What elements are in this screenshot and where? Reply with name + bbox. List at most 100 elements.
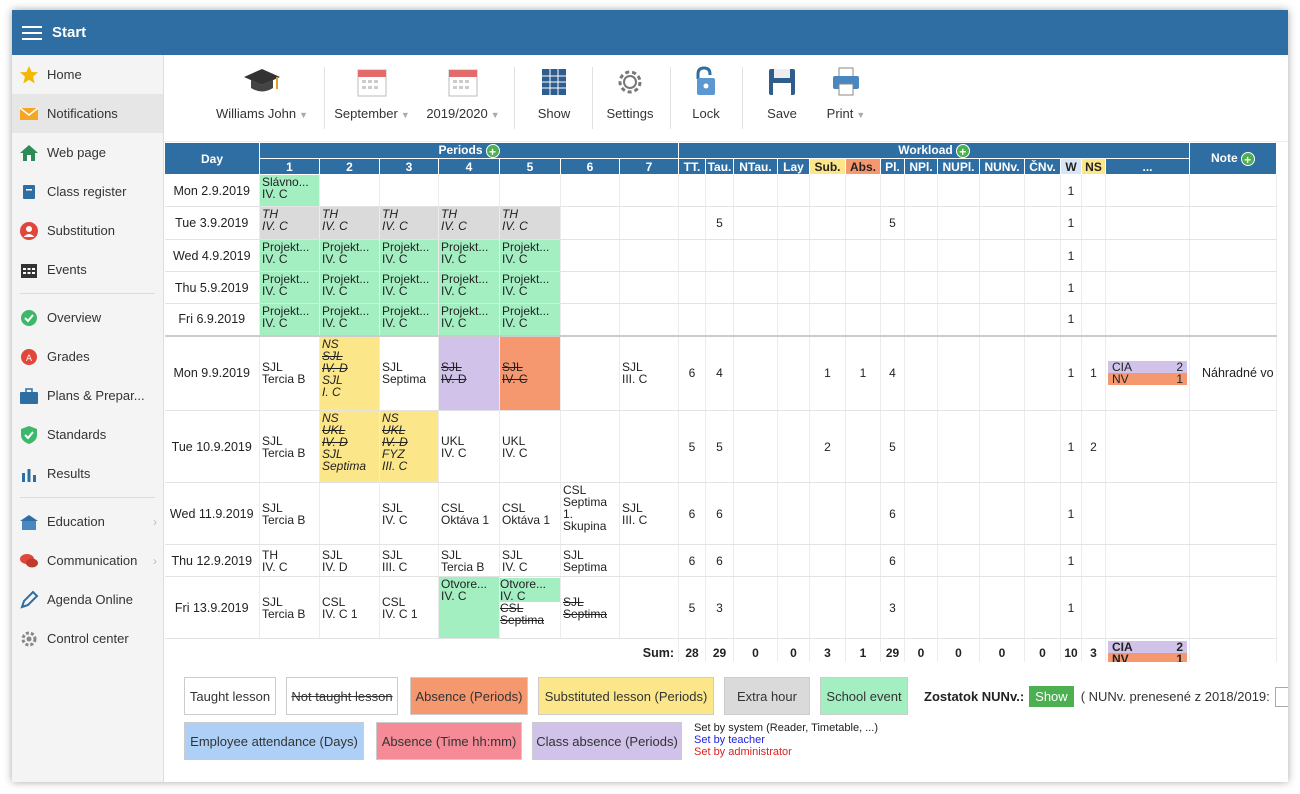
period-cell[interactable]: Projekt... IV. C [319, 271, 380, 304]
period-cell[interactable]: NS UKL IV. D SJL Septima [319, 410, 380, 483]
period-cell[interactable] [560, 271, 620, 304]
sidebar-item-standards[interactable]: Standards [12, 415, 163, 454]
period-cell[interactable]: SJL Septima [379, 335, 439, 411]
save-button[interactable]: Save [758, 65, 806, 121]
period-cell[interactable]: Projekt... IV. C [438, 239, 500, 272]
note-cell[interactable] [1189, 271, 1277, 304]
note-cell[interactable] [1189, 482, 1277, 545]
period-cell[interactable]: TH IV. C [379, 206, 439, 240]
sidebar-item-events[interactable]: Events [12, 250, 163, 289]
period-cell[interactable]: SJL Tercia B [259, 576, 320, 639]
note-cell[interactable] [1189, 239, 1277, 272]
period-cell[interactable]: SJL III. C [619, 335, 679, 411]
sidebar-item-substitution[interactable]: Substitution [12, 211, 163, 250]
header-workload-col[interactable]: Abs. [845, 158, 881, 175]
period-cell[interactable]: CSL Oktáva 1 [499, 482, 561, 545]
year-select[interactable]: 2019/2020 ▼ [420, 65, 506, 121]
teacher-select[interactable]: Williams John ▼ [202, 65, 322, 121]
period-cell[interactable] [560, 410, 620, 483]
period-cell[interactable] [619, 303, 679, 336]
period-cell[interactable]: Projekt... IV. C [259, 303, 320, 336]
period-cell[interactable]: Projekt... IV. C [259, 271, 320, 304]
period-cell[interactable] [560, 239, 620, 272]
period-cell[interactable]: SJL Tercia B [259, 482, 320, 545]
header-workload-col[interactable]: NS [1081, 158, 1106, 175]
settings-button[interactable]: Settings [602, 65, 658, 121]
header-workload-col[interactable]: W [1060, 158, 1082, 175]
period-cell[interactable] [619, 239, 679, 272]
period-cell[interactable] [499, 174, 561, 207]
period-cell[interactable] [560, 303, 620, 336]
sidebar-item-communication[interactable]: Communication › [12, 541, 163, 580]
period-cell[interactable]: SJL III. C [619, 482, 679, 545]
print-button[interactable]: Print ▼ [816, 65, 876, 121]
period-cell[interactable]: CSL Septima 1. Skupina [560, 482, 620, 545]
header-workload-col[interactable]: ČNv. [1024, 158, 1061, 175]
menu-icon[interactable] [22, 25, 42, 40]
period-cell[interactable]: Projekt... IV. C [319, 303, 380, 336]
period-cell[interactable] [560, 206, 620, 240]
header-workload-col[interactable]: NTau. [733, 158, 778, 175]
period-cell[interactable]: Projekt... IV. C [499, 239, 561, 272]
period-cell[interactable]: Projekt... IV. C [379, 271, 439, 304]
period-cell[interactable] [560, 174, 620, 207]
period-cell[interactable]: Projekt... IV. C [379, 239, 439, 272]
period-cell[interactable] [619, 576, 679, 639]
note-cell[interactable] [1189, 303, 1277, 336]
period-cell[interactable]: Projekt... IV. C [259, 239, 320, 272]
period-cell[interactable]: TH IV. C [259, 206, 320, 240]
period-cell[interactable]: UKL IV. C [438, 410, 500, 483]
period-cell[interactable] [319, 482, 380, 545]
sidebar-item-notifications[interactable]: Notifications [12, 94, 163, 133]
note-cell[interactable] [1189, 544, 1277, 577]
header-workload-col[interactable]: NPl. [904, 158, 938, 175]
period-cell[interactable]: Projekt... IV. C [438, 303, 500, 336]
note-cell[interactable] [1189, 576, 1277, 639]
header-workload-col[interactable]: TT. [678, 158, 706, 175]
sidebar-item-plans-prepar[interactable]: Plans & Prepar... [12, 376, 163, 415]
period-cell[interactable]: CSL IV. C 1 [379, 576, 439, 639]
period-cell[interactable]: Projekt... IV. C [499, 303, 561, 336]
period-cell[interactable] [319, 174, 380, 207]
add-icon[interactable]: + [955, 143, 970, 159]
nunv-previous-input[interactable]: 0 [1274, 686, 1288, 707]
period-cell[interactable]: SJL III. C [379, 544, 439, 577]
period-cell[interactable] [438, 174, 500, 207]
period-cell[interactable]: SJL Tercia B [259, 410, 320, 483]
header-workload-col[interactable]: Sub. [809, 158, 846, 175]
period-cell[interactable]: Slávno... IV. C [259, 174, 320, 207]
add-icon[interactable]: + [1240, 151, 1255, 167]
period-cell[interactable]: SJL Septima [560, 544, 620, 577]
period-cell[interactable]: TH IV. C [259, 544, 320, 577]
sidebar-item-overview[interactable]: Overview [12, 298, 163, 337]
period-cell[interactable]: Projekt... IV. C [438, 271, 500, 304]
note-cell[interactable] [1189, 410, 1277, 483]
period-cell[interactable] [619, 174, 679, 207]
sidebar-item-home[interactable]: Home [12, 55, 163, 94]
sidebar-item-results[interactable]: Results [12, 454, 163, 493]
sidebar-item-grades[interactable]: A Grades [12, 337, 163, 376]
period-cell[interactable]: TH IV. C [499, 206, 561, 240]
period-cell[interactable] [619, 410, 679, 483]
sidebar-item-education[interactable]: Education › [12, 502, 163, 541]
period-cell[interactable]: NS UKL IV. D FYZ III. C [379, 410, 439, 483]
month-select[interactable]: September ▼ [332, 65, 412, 121]
period-cell[interactable]: NS SJL IV. D SJL I. C [319, 335, 380, 411]
period-cell[interactable]: Projekt... IV. C [379, 303, 439, 336]
period-cell[interactable]: CSL IV. C 1 [319, 576, 380, 639]
note-cell[interactable]: Náhradné vo [1189, 335, 1277, 411]
period-cell[interactable] [619, 544, 679, 577]
period-cell[interactable]: SJL Septima [560, 576, 620, 639]
note-cell[interactable] [1189, 206, 1277, 240]
note-cell[interactable] [1189, 174, 1277, 207]
header-workload-col[interactable]: Pl. [880, 158, 905, 175]
header-workload-col[interactable]: NUNv. [979, 158, 1025, 175]
app-title[interactable]: Start [52, 24, 87, 41]
period-cell[interactable] [619, 206, 679, 240]
period-cell[interactable]: SJL IV. D [319, 544, 380, 577]
period-cell[interactable]: SJL IV. C [499, 544, 561, 577]
period-cell[interactable] [379, 174, 439, 207]
sidebar-item-web-page[interactable]: Web page [12, 133, 163, 172]
period-cell[interactable]: SJL IV. C [379, 482, 439, 545]
period-cell[interactable] [619, 271, 679, 304]
